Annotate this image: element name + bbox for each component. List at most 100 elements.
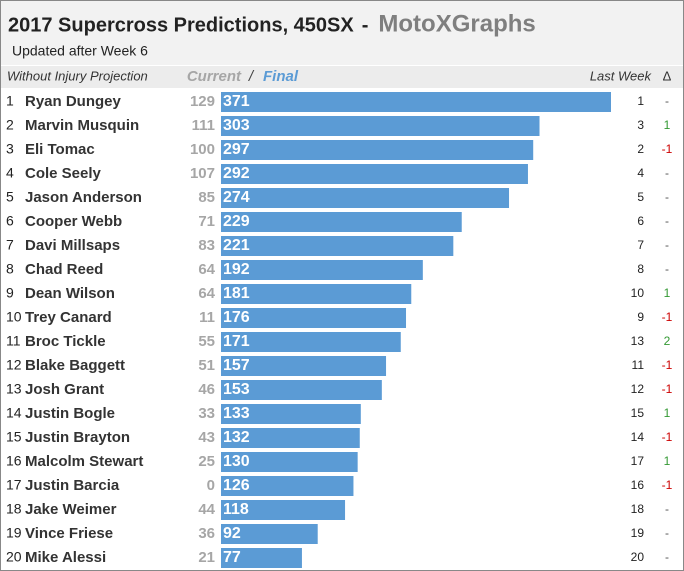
- last-week: 12: [631, 382, 645, 396]
- rider-name: Cooper Webb: [25, 213, 122, 230]
- bar: [221, 524, 318, 544]
- rider-name: Justin Bogle: [25, 405, 115, 422]
- rider-name: Eli Tomac: [25, 141, 95, 158]
- last-week: 20: [631, 550, 645, 564]
- rank: 2: [6, 117, 14, 133]
- rank: 14: [6, 405, 22, 421]
- rank: 8: [6, 261, 14, 277]
- rank: 10: [6, 309, 22, 325]
- final-value: 157: [223, 357, 250, 374]
- current-value: 25: [198, 453, 215, 470]
- last-week-header: Last Week: [590, 68, 653, 83]
- current-value: 11: [199, 309, 215, 326]
- title-separator: -: [362, 14, 369, 36]
- bar: [221, 164, 528, 184]
- last-week: 1: [637, 94, 644, 108]
- rider-name: Cole Seely: [25, 165, 102, 182]
- current-value: 71: [198, 213, 215, 230]
- position-change: 1: [664, 406, 671, 420]
- position-change: -1: [662, 478, 673, 492]
- rank: 5: [6, 189, 14, 205]
- final-header: Final: [263, 68, 299, 85]
- bar: [221, 236, 454, 256]
- rank: 7: [6, 237, 14, 253]
- current-value: 83: [198, 237, 215, 254]
- bar: [221, 404, 361, 424]
- last-week: 13: [631, 334, 645, 348]
- bar: [221, 140, 534, 160]
- rank: 11: [6, 333, 21, 349]
- current-value: 21: [198, 549, 215, 566]
- rank: 16: [6, 453, 22, 469]
- current-value: 111: [192, 117, 215, 134]
- last-week: 4: [637, 166, 644, 180]
- current-value: 46: [198, 381, 215, 398]
- final-value: 171: [223, 333, 250, 350]
- current-header: Current: [187, 68, 242, 85]
- final-value: 126: [223, 477, 250, 494]
- bar: [221, 92, 611, 112]
- final-value: 132: [223, 429, 250, 446]
- current-value: 64: [198, 285, 215, 302]
- last-week: 7: [637, 238, 644, 252]
- final-value: 192: [223, 261, 250, 278]
- rank: 9: [6, 285, 14, 301]
- bar: [221, 380, 382, 400]
- last-week: 17: [631, 454, 645, 468]
- rider-name: Justin Barcia: [25, 477, 120, 494]
- final-value: 118: [223, 501, 249, 518]
- current-value: 0: [207, 477, 215, 494]
- rider-name: Justin Brayton: [25, 429, 130, 446]
- rider-name: Malcolm Stewart: [25, 453, 143, 470]
- final-value: 292: [223, 165, 250, 182]
- last-week: 8: [637, 262, 644, 276]
- bar: [221, 476, 354, 496]
- rank: 20: [6, 549, 22, 565]
- current-value: 55: [198, 333, 215, 350]
- current-value: 100: [190, 141, 215, 158]
- bar: [221, 452, 358, 472]
- final-value: 371: [223, 93, 250, 110]
- final-value: 92: [223, 525, 241, 542]
- bar: [221, 428, 360, 448]
- position-change: 1: [664, 454, 671, 468]
- delta-header: Δ: [663, 68, 672, 83]
- position-change: -1: [662, 430, 673, 444]
- current-value: 36: [198, 525, 215, 542]
- last-week: 3: [637, 118, 644, 132]
- last-week: 6: [637, 214, 644, 228]
- position-change: -1: [662, 142, 673, 156]
- subtitle: Updated after Week 6: [12, 43, 148, 59]
- rider-name: Chad Reed: [25, 261, 103, 278]
- bar: [221, 356, 387, 376]
- bar: [221, 332, 401, 352]
- final-value: 297: [223, 141, 250, 158]
- current-value: 44: [198, 501, 215, 518]
- position-change: -1: [662, 358, 673, 372]
- final-value: 221: [223, 237, 250, 254]
- bar: [221, 308, 407, 328]
- rank: 1: [6, 93, 14, 109]
- rider-name: Vince Friese: [25, 525, 113, 542]
- final-value: 229: [223, 213, 250, 230]
- final-value: 130: [223, 453, 250, 470]
- brand: MotoXGraphs: [378, 10, 535, 37]
- final-value: 153: [223, 381, 250, 398]
- rank: 19: [6, 525, 22, 541]
- current-value: 85: [198, 189, 215, 206]
- rider-name: Davi Millsaps: [25, 237, 120, 254]
- current-value: 51: [198, 357, 215, 374]
- final-value: 181: [223, 285, 250, 302]
- rider-name: Jason Anderson: [25, 189, 142, 206]
- rank: 18: [6, 501, 22, 517]
- rank: 3: [6, 141, 14, 157]
- bar: [221, 116, 540, 136]
- final-value: 77: [223, 549, 241, 566]
- rider-name: Jake Weimer: [25, 501, 117, 518]
- rank: 12: [6, 357, 22, 373]
- last-week: 2: [637, 142, 644, 156]
- current-value: 129: [190, 93, 215, 110]
- position-change: -: [665, 550, 669, 564]
- slash: /: [248, 68, 255, 85]
- last-week: 5: [637, 190, 644, 204]
